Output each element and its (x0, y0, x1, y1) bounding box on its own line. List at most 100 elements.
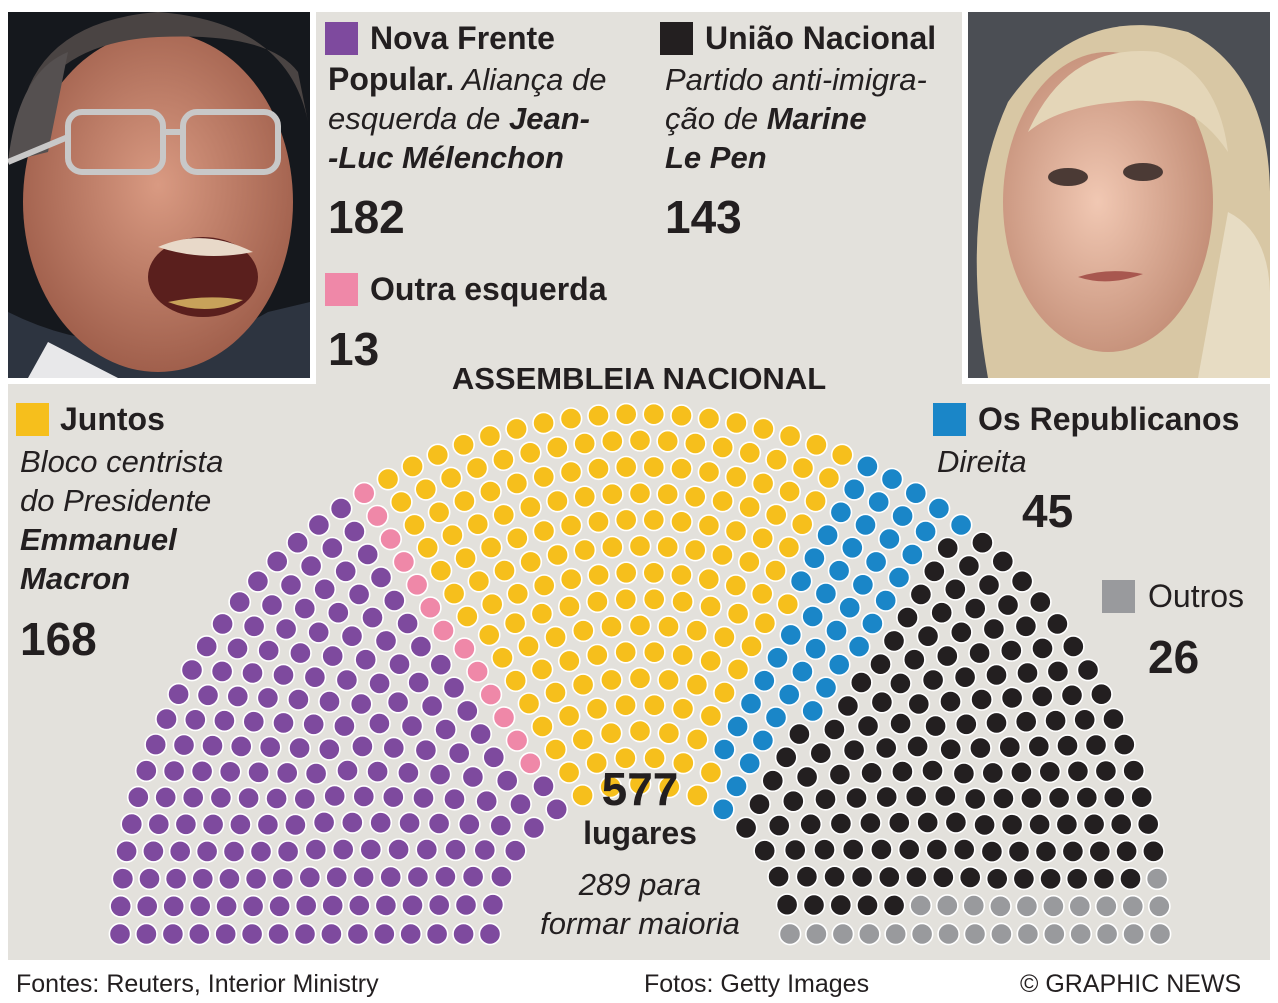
seat-união-nacional (1102, 786, 1126, 809)
seat-nova-frente-popular (433, 865, 457, 889)
seat-nova-frente-popular (317, 737, 341, 761)
seat-união-nacional (1115, 839, 1139, 863)
seat-união-nacional (985, 711, 1008, 735)
seat-os-republicanos (867, 490, 891, 514)
ens-name: Juntos (60, 401, 165, 437)
seat-juntos (751, 526, 775, 550)
seat-união-nacional (767, 865, 791, 889)
seat-nova-frente-popular (409, 635, 433, 659)
seat-outros (963, 922, 987, 946)
seat-juntos (614, 640, 638, 664)
others-swatch (1102, 580, 1135, 613)
seat-juntos (600, 668, 623, 692)
seat-os-republicanos (864, 550, 888, 574)
seat-nova-frente-popular (135, 894, 159, 918)
seat-nova-frente-popular (265, 550, 289, 573)
seat-nova-frente-popular (226, 685, 250, 708)
seat-juntos (790, 512, 814, 536)
seat-juntos (764, 503, 788, 527)
seat-juntos (426, 443, 450, 467)
seat-nova-frente-popular (332, 714, 356, 738)
seat-os-republicanos (851, 573, 875, 597)
seat-nova-frente-popular (374, 629, 398, 653)
seat-união-nacional (1020, 786, 1043, 810)
seat-juntos (805, 433, 828, 457)
seat-nova-frente-popular (240, 922, 264, 946)
seat-nova-frente-popular (241, 661, 264, 685)
seat-os-republicanos (887, 566, 911, 589)
seat-outra-esquerda (479, 683, 503, 707)
seat-nova-frente-popular (241, 894, 265, 918)
seat-união-nacional (953, 665, 977, 689)
other-left-seats: 13 (328, 323, 380, 375)
seat-juntos (614, 746, 637, 770)
seat-nova-frente-popular (379, 865, 403, 889)
seat-outros (1015, 894, 1039, 918)
photos-credit: Fotos: Getty Images (644, 970, 870, 998)
seat-juntos (491, 646, 514, 670)
seat-união-nacional (933, 784, 957, 808)
seat-juntos (724, 574, 748, 597)
seat-união-nacional (1010, 760, 1033, 784)
seat-juntos (657, 668, 681, 692)
seat-outros (909, 894, 933, 917)
seat-juntos (738, 495, 762, 519)
seat-juntos (427, 500, 451, 524)
seat-nova-frente-popular (321, 644, 345, 668)
seat-nova-frente-popular (180, 658, 204, 682)
seat-outros (1042, 894, 1065, 918)
seat-nova-frente-popular (237, 786, 261, 810)
seat-união-nacional (952, 838, 976, 862)
seat-outra-esquerda (392, 550, 416, 574)
seat-juntos (642, 587, 666, 611)
seat-juntos (713, 625, 736, 649)
seat-os-republicanos (814, 676, 838, 700)
seat-nova-frente-popular (356, 543, 380, 566)
seat-nova-frente-popular (215, 894, 239, 918)
seat-juntos (559, 514, 583, 537)
seat-nova-frente-popular (482, 745, 506, 769)
seat-juntos (477, 623, 501, 647)
seat-juntos (724, 465, 748, 489)
seat-outra-esquerda (452, 637, 476, 661)
seat-união-nacional (1047, 786, 1071, 810)
seat-união-nacional (813, 838, 836, 862)
seat-nova-frente-popular (161, 922, 185, 946)
nfp-desc-3: -Luc Mélenchon (328, 140, 564, 175)
total-seats-label: lugares (583, 815, 697, 851)
photo-divider-right (962, 12, 968, 384)
seat-nova-frente-popular (279, 573, 303, 597)
seat-juntos (505, 417, 528, 441)
seat-união-nacional (921, 668, 945, 692)
seat-união-nacional (925, 838, 949, 862)
seat-nova-frente-popular (406, 865, 430, 889)
seat-juntos (600, 429, 624, 453)
seat-nova-frente-popular (326, 601, 350, 625)
seat-os-republicanos (838, 596, 862, 620)
lr-swatch (933, 403, 966, 436)
seat-nova-frente-popular (335, 668, 359, 692)
seat-união-nacional (1142, 839, 1165, 863)
seat-nova-frente-popular (196, 683, 220, 707)
seat-os-republicanos (816, 523, 840, 547)
seat-juntos (585, 697, 609, 721)
seat-nova-frente-popular (400, 714, 424, 738)
other-left-swatch (325, 273, 358, 306)
seat-nova-frente-popular (407, 671, 431, 694)
seat-união-nacional (921, 759, 944, 783)
seat-os-republicanos (854, 513, 877, 537)
seat-juntos (517, 634, 540, 658)
seat-nova-frente-popular (217, 867, 241, 891)
seat-união-nacional (949, 620, 973, 644)
seat-união-nacional (849, 671, 873, 694)
seat-nova-frente-popular (267, 922, 291, 946)
seat-nova-frente-popular (489, 814, 513, 838)
seat-nova-frente-popular (495, 769, 519, 793)
seat-nova-frente-popular (319, 922, 343, 946)
seat-outros (937, 922, 961, 946)
seat-união-nacional (1094, 759, 1118, 783)
seat-os-republicanos (801, 699, 825, 723)
seat-juntos (573, 432, 597, 455)
seat-união-nacional (781, 789, 805, 813)
seat-os-republicanos (927, 497, 951, 520)
